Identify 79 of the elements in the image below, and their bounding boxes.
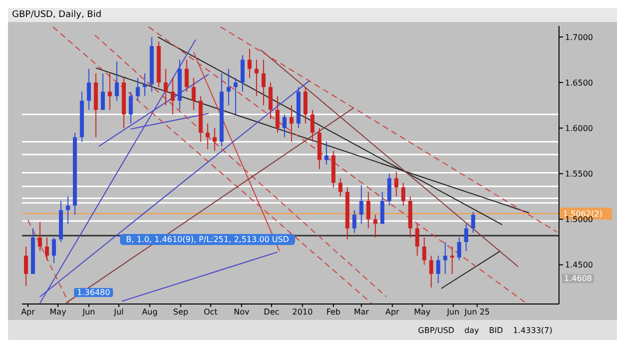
candlestick xyxy=(359,185,364,224)
x-tick-label: Dec xyxy=(264,308,280,317)
x-tick-label: Oct xyxy=(204,308,218,317)
candlestick xyxy=(142,72,147,97)
x-tick-label: 2010 xyxy=(292,308,313,317)
candlestick xyxy=(443,242,448,274)
text: BID xyxy=(489,326,504,334)
candlestick xyxy=(254,59,259,97)
candlestick xyxy=(457,236,462,261)
candlestick xyxy=(262,59,266,106)
candlestick xyxy=(276,96,280,134)
candlestick xyxy=(352,210,356,234)
x-tick-label: Aug xyxy=(142,308,158,317)
candlestick xyxy=(206,123,210,150)
candlestick xyxy=(114,61,119,102)
candlestick xyxy=(86,68,91,110)
y-tick-label: 1.6000 xyxy=(565,124,593,133)
candlestick xyxy=(170,77,175,115)
x-tick-label: May xyxy=(50,308,66,317)
x-tick-label: Apr xyxy=(21,308,36,317)
candlestick xyxy=(212,128,217,152)
candlestick xyxy=(128,91,133,124)
text: GBP/USD xyxy=(418,326,454,334)
x-tick-label: Sep xyxy=(173,308,188,317)
x-tick-label: Jul xyxy=(112,308,124,317)
candlestick xyxy=(373,214,378,238)
candlestick xyxy=(136,77,140,102)
candlestick xyxy=(226,68,231,106)
candlestick xyxy=(422,236,426,266)
candlestick xyxy=(471,211,476,234)
text: 1.4608 xyxy=(562,274,594,283)
candlestick xyxy=(100,72,105,110)
y-tick-label: 1.7000 xyxy=(565,32,593,42)
candlestick xyxy=(192,77,196,110)
x-tick-label: Nov xyxy=(234,308,250,317)
candlestick xyxy=(303,86,308,124)
candlestick xyxy=(436,255,440,284)
candlestick xyxy=(429,255,434,288)
x-tick-label: Feb xyxy=(326,308,341,317)
x-tick-label: May xyxy=(414,308,431,317)
x-tick-label: Jun xyxy=(82,308,96,317)
candlestick xyxy=(52,236,56,264)
candlestick xyxy=(184,59,189,92)
candlestick xyxy=(268,82,273,120)
candlestick xyxy=(394,171,398,197)
y-tick-label: 1.5500 xyxy=(565,170,593,178)
candlestick xyxy=(240,54,245,92)
candlestick xyxy=(380,191,384,224)
annotation: 1.36480 xyxy=(74,288,114,297)
candlestick xyxy=(66,196,70,224)
annotation: B, 1.0, 1.4610(9), P/L:251, 2,513.00 USD xyxy=(120,234,296,245)
candlestick xyxy=(310,109,314,142)
candlestick xyxy=(415,223,420,256)
candlestick xyxy=(324,141,328,166)
x-tick-label: Jun 25 xyxy=(464,308,490,317)
candlestick xyxy=(464,223,468,252)
candlestick xyxy=(164,68,168,106)
candlestick xyxy=(248,48,252,78)
candlestick xyxy=(24,246,28,286)
ref-line-label: 1.5062(2) xyxy=(563,210,602,219)
y-tick-label: 1.4500 xyxy=(565,260,593,270)
x-tick-label: Apr xyxy=(385,308,400,317)
candlestick xyxy=(366,191,370,229)
x-tick-label: Mar xyxy=(354,308,370,317)
candlestick xyxy=(44,236,49,261)
candlestick xyxy=(450,246,454,274)
candlestick xyxy=(234,77,238,115)
candlestick xyxy=(290,104,294,142)
x-tick-label: Jun xyxy=(446,308,460,317)
candlestick xyxy=(387,173,392,206)
candlestick xyxy=(282,114,287,138)
text: 1.4333(7) xyxy=(513,326,552,334)
text: day xyxy=(464,326,480,334)
chart-title: GBP/USD, Daily, Bid xyxy=(8,8,617,22)
candlestick xyxy=(108,72,112,110)
candlestick xyxy=(401,182,406,206)
candlestick xyxy=(338,178,342,197)
y-tick-label: 1.6500 xyxy=(565,78,593,88)
candlestick xyxy=(38,221,42,252)
